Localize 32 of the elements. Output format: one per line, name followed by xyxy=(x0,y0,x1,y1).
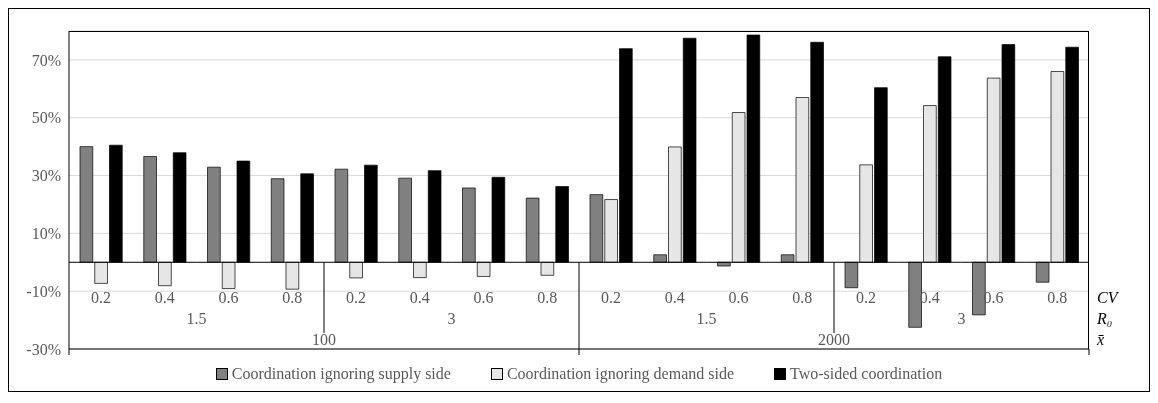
x-tick-label: 0.8 xyxy=(792,288,813,306)
y-tick-label: -10% xyxy=(26,282,61,300)
x-tick-label: 0.8 xyxy=(1047,288,1068,306)
y-tick-label: 10% xyxy=(31,225,61,243)
annotation: 3 xyxy=(957,310,966,328)
text: R₀ xyxy=(1096,310,1113,328)
x-tick-label: 0.4 xyxy=(409,288,430,306)
legend-label: Two-sided coordination xyxy=(790,365,943,383)
y-tick-label: 30% xyxy=(31,167,61,185)
x-tick-label: 0.4 xyxy=(154,288,175,306)
annotation: 1.5 xyxy=(186,310,207,328)
x-tick-label: 0.8 xyxy=(537,288,558,306)
x-tick-label: 0.6 xyxy=(728,288,749,306)
text: CV xyxy=(1097,288,1120,306)
x-tick-label: 0.4 xyxy=(664,288,685,306)
annotation: 3 xyxy=(447,310,456,328)
annotation: 2000 xyxy=(818,330,850,348)
annotation: 100 xyxy=(312,330,336,348)
x-tick-label: 0.2 xyxy=(600,288,621,306)
legend-label: Coordination ignoring supply side xyxy=(231,365,451,383)
y-tick-label: 70% xyxy=(31,51,61,69)
x-tick-label: 0.6 xyxy=(218,288,239,306)
x-tick-label: 0.8 xyxy=(282,288,303,306)
y-tick-label: 50% xyxy=(31,109,61,127)
annotation: 1.5 xyxy=(696,310,717,328)
x-tick-label: 0.2 xyxy=(345,288,366,306)
y-tick-label: -30% xyxy=(26,340,61,358)
x-tick-label: 0.2 xyxy=(855,288,876,306)
text: x̄ xyxy=(1096,330,1105,348)
legend-label: Coordination ignoring demand side xyxy=(506,365,734,383)
x-tick-label: 0.6 xyxy=(473,288,494,306)
x-tick-label: 0.2 xyxy=(90,288,111,306)
